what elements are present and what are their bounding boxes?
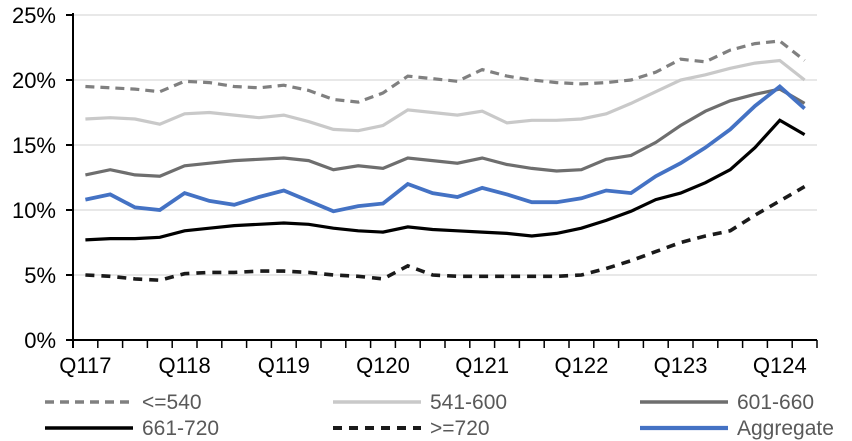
series-line-541-600 [85,58,806,133]
x-axis-label: Q120 [356,353,410,378]
legend-label-661-720: 661-720 [142,417,219,440]
y-axis-label: 20% [12,68,56,93]
x-axis-label: Q117 [59,353,111,378]
x-axis-label: Q123 [654,353,708,378]
legend-label-541-600: 541-600 [430,391,507,414]
series-line-aggregate [85,84,806,214]
series-line-601-660 [85,87,806,178]
series-line-661-720 [85,118,806,242]
y-axis-label: 25% [12,3,56,28]
series-line--540 [85,39,806,104]
x-axis-label: Q122 [554,353,608,378]
y-axis-label: 0% [24,328,56,353]
y-axis-label: 15% [12,133,56,158]
legend-label--540: <=540 [142,391,202,414]
y-axis-label: 10% [12,198,56,223]
legend-label-601-660: 601-660 [737,391,814,414]
series-line--720 [85,185,806,283]
x-axis-label: Q124 [753,353,807,378]
legend-label--720: >=720 [430,417,490,440]
x-axis-label: Q118 [159,353,211,378]
legend-label-aggregate: Aggregate [737,417,834,440]
x-axis-label: Q121 [455,353,509,378]
x-axis-label: Q119 [258,353,310,378]
y-axis-label: 5% [24,263,56,288]
